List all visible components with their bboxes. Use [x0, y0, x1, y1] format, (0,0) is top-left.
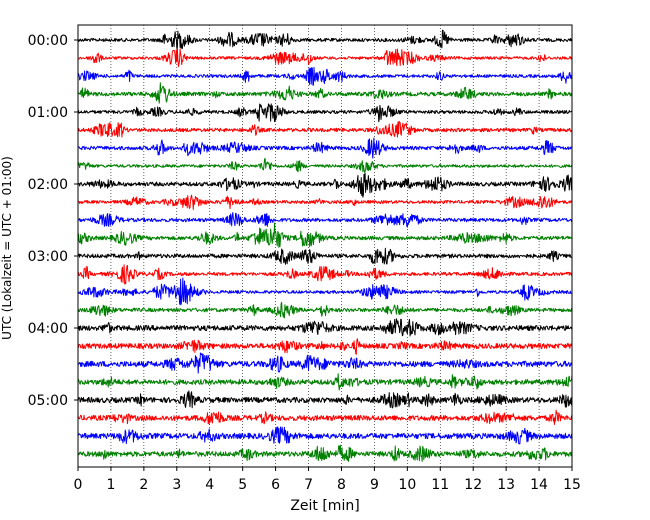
x-tick-label: 13 [497, 477, 515, 493]
x-tick-label: 15 [563, 477, 581, 493]
y-tick-label: 03:00 [28, 249, 68, 265]
x-tick-label: 2 [139, 477, 148, 493]
trace-line [77, 82, 573, 104]
trace-line [77, 247, 573, 265]
trace-line [77, 264, 573, 285]
x-tick-label: 12 [464, 477, 482, 493]
trace-line [77, 212, 573, 228]
x-axis-label: Zeit [min] [290, 498, 359, 514]
x-tick-label: 14 [530, 477, 548, 493]
x-tick-label: 7 [304, 477, 313, 493]
trace-line [77, 120, 573, 138]
trace-line [77, 172, 573, 198]
trace-line [77, 66, 573, 86]
x-tick-label: 4 [205, 477, 214, 493]
y-tick-label: 02:00 [28, 177, 68, 193]
y-tick-label: 01:00 [28, 105, 68, 121]
y-tick-label: 04:00 [28, 321, 68, 337]
seismogram-traces [77, 29, 573, 462]
trace-line [77, 409, 573, 425]
trace-line [77, 103, 573, 123]
trace-line [77, 373, 573, 391]
x-tick-label: 3 [172, 477, 181, 493]
trace-line [77, 29, 573, 50]
trace-line [77, 277, 573, 306]
y-tick-label: 00:00 [28, 33, 68, 49]
y-tick-label: 05:00 [28, 393, 68, 409]
x-tick-label: 5 [238, 477, 247, 493]
x-tick-label: 10 [398, 477, 416, 493]
x-tick-label: 8 [337, 477, 346, 493]
x-tick-label: 11 [431, 477, 449, 493]
trace-line [77, 222, 573, 248]
trace-line [77, 301, 573, 319]
trace-line [77, 137, 573, 159]
x-axis-ticks: 0 1 2 3 4 5 6 7 8 9 10 11 12 13 14 15 [74, 467, 581, 493]
x-tick-label: 0 [74, 477, 83, 493]
trace-line [77, 194, 573, 211]
trace-line [77, 352, 573, 374]
trace-line [77, 338, 573, 355]
y-axis-label: UTC (Lokalzeit = UTC + 01:00) [0, 156, 14, 340]
trace-line [77, 390, 573, 409]
y-axis-ticks: 00:00 01:00 02:00 03:00 04:00 05:00 [28, 33, 78, 409]
trace-line [77, 426, 573, 445]
trace-line [77, 318, 573, 337]
trace-line [77, 47, 573, 68]
plot-frame [77, 24, 573, 468]
x-tick-label: 9 [370, 477, 379, 493]
x-tick-label: 1 [106, 477, 115, 493]
x-tick-label: 6 [271, 477, 280, 493]
trace-line [77, 444, 573, 462]
trace-line [77, 158, 573, 173]
